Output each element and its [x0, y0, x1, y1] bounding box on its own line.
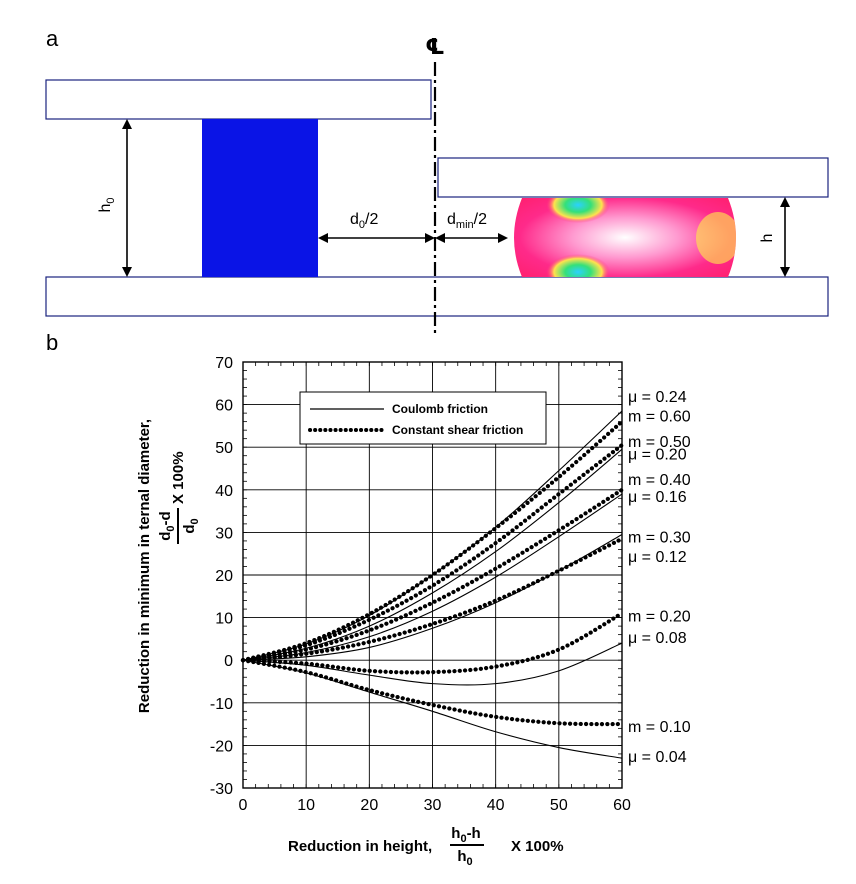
y-axis-denominator: d0 — [181, 518, 201, 533]
dmin-arrow-right — [498, 233, 508, 243]
plot-frame — [242, 361, 623, 789]
h-label: h — [759, 234, 776, 243]
y-tick-label: 60 — [215, 398, 233, 415]
series-m-0.60 — [240, 419, 625, 663]
y-axis-title-tail: X 100% — [170, 451, 187, 504]
chart-series — [240, 410, 625, 759]
series-m-0.20 — [240, 611, 625, 675]
right-top-platen — [437, 157, 829, 198]
d0-arrow-right — [425, 233, 435, 243]
dmin-label: dmin/2 — [447, 211, 487, 231]
dmin-arrow-left — [435, 233, 445, 243]
h0-arrow-bottom — [122, 267, 132, 277]
panel-b-letter: b — [46, 330, 58, 355]
y-tick-label: 50 — [215, 440, 233, 457]
y-axis-title-text: Reduction in minimum in ternal diameter, — [136, 419, 153, 713]
y-tick-label: -20 — [210, 738, 233, 755]
legend-label: Constant shear friction — [392, 423, 523, 437]
series-m-0.50 — [240, 442, 625, 663]
y-tick-label: -10 — [210, 696, 233, 713]
chart-axes: 0 10 20 30 40 50 60 -30 -20 -10 0 10 20 30 40 50 60 70 — [210, 355, 631, 814]
y-tick-label: 0 — [224, 653, 233, 670]
legend-label: Coulomb friction — [392, 402, 488, 416]
curve-label: μ = 0.20 — [628, 447, 687, 464]
x-tick-label: 60 — [613, 797, 631, 814]
y-axis-numerator: d0-d — [157, 511, 177, 540]
d0-arrow-left — [318, 233, 328, 243]
curve-label: m = 0.30 — [628, 530, 691, 547]
series-m-0.40 — [240, 487, 625, 663]
x-axis-title: Reduction in height, h0-h h0 X 100% — [288, 825, 564, 868]
y-tick-label: -30 — [210, 781, 233, 798]
centerline-symbol: ℄ — [425, 35, 445, 60]
y-tick-label: 20 — [215, 568, 233, 585]
chart-legend: Coulomb friction Constant shear friction — [299, 391, 547, 445]
h-arrow-top — [780, 197, 790, 207]
x-axis-numerator: h0-h — [451, 825, 480, 845]
h-arrow-bottom — [780, 267, 790, 277]
curve-label: μ = 0.08 — [628, 630, 687, 647]
panel-a-letter: a — [46, 26, 59, 51]
h0-arrow-top — [122, 119, 132, 129]
curve-label: m = 0.40 — [628, 472, 691, 489]
x-axis-denominator: h0 — [457, 848, 472, 868]
initial-billet — [202, 119, 318, 277]
curve-labels: μ = 0.24 m = 0.60 m = 0.50μ = 0.20 m = 0.40… — [628, 389, 691, 766]
x-tick-label: 50 — [550, 797, 568, 814]
curve-label: μ = 0.24 — [628, 389, 687, 406]
y-tick-label: 40 — [215, 483, 233, 500]
h0-label: h0 — [97, 197, 117, 212]
x-axis-title-text: Reduction in height, — [288, 838, 432, 855]
x-axis-title-tail: X 100% — [511, 838, 564, 855]
curve-label: μ = 0.12 — [628, 549, 687, 566]
x-tick-label: 0 — [239, 797, 248, 814]
curve-label: m = 0.20 — [628, 608, 691, 625]
x-tick-label: 30 — [424, 797, 442, 814]
x-tick-label: 10 — [297, 797, 315, 814]
series-m-0.10 — [240, 658, 625, 727]
curve-label: m = 0.10 — [628, 719, 691, 736]
curve-label: m = 0.50 — [628, 434, 691, 451]
curve-label: μ = 0.04 — [628, 749, 687, 766]
curve-label: m = 0.60 — [628, 408, 691, 425]
d0-label: d0/2 — [350, 211, 378, 231]
x-tick-label: 40 — [487, 797, 505, 814]
y-tick-label: 30 — [215, 525, 233, 542]
left-top-platen — [45, 79, 432, 120]
y-axis-title: Reduction in minimum in ternal diameter,… — [136, 419, 201, 713]
deformed-billet — [514, 198, 736, 277]
legend-box — [299, 391, 547, 445]
y-tick-label: 10 — [215, 611, 233, 628]
x-tick-label: 20 — [360, 797, 378, 814]
bottom-platen — [45, 276, 829, 317]
y-tick-label: 70 — [215, 355, 233, 372]
series-m-0.30 — [240, 536, 625, 663]
curve-label: μ = 0.16 — [628, 489, 687, 506]
